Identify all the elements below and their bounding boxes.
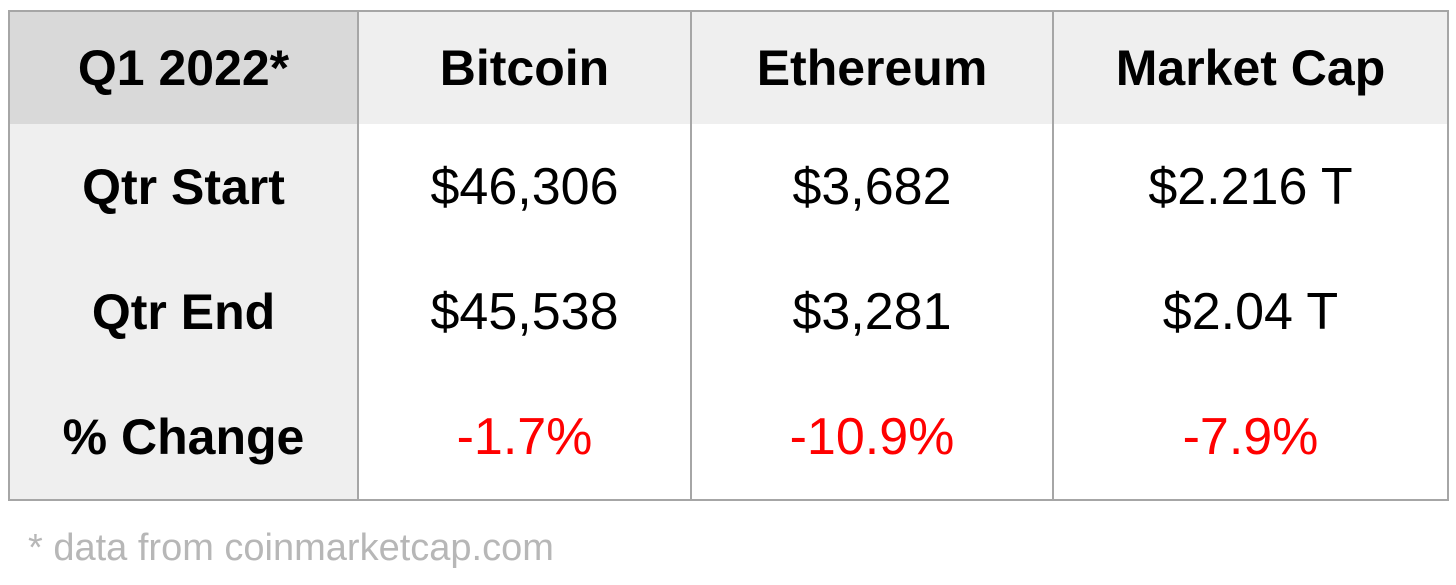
row-label: Qtr Start xyxy=(8,124,359,249)
cell: -1.7% xyxy=(357,374,692,500)
cell: $46,306 xyxy=(357,124,692,249)
table-row: Qtr End $45,538 $3,281 $2.04 T xyxy=(8,249,1449,374)
cell: $3,682 xyxy=(690,124,1054,249)
footnote: * data from coinmarketcap.com xyxy=(28,527,554,569)
cell: -10.9% xyxy=(690,374,1054,500)
cell: $2.216 T xyxy=(1052,124,1449,249)
cell: $45,538 xyxy=(357,249,692,374)
header-row: Q1 2022* Bitcoin Ethereum Market Cap xyxy=(8,11,1449,124)
cell: $2.04 T xyxy=(1052,249,1449,374)
data-table: Q1 2022* Bitcoin Ethereum Market Cap Qtr… xyxy=(8,10,1449,501)
header-cell: Ethereum xyxy=(690,11,1054,124)
header-cell: Bitcoin xyxy=(357,11,692,124)
cell: $3,281 xyxy=(690,249,1054,374)
table-row: Qtr Start $46,306 $3,682 $2.216 T xyxy=(8,124,1449,249)
cell: -7.9% xyxy=(1052,374,1449,500)
row-label: Qtr End xyxy=(8,249,359,374)
row-label: % Change xyxy=(8,374,359,500)
header-cell: Q1 2022* xyxy=(8,11,359,124)
header-cell: Market Cap xyxy=(1052,11,1449,124)
table-row: % Change -1.7% -10.9% -7.9% xyxy=(8,374,1449,500)
